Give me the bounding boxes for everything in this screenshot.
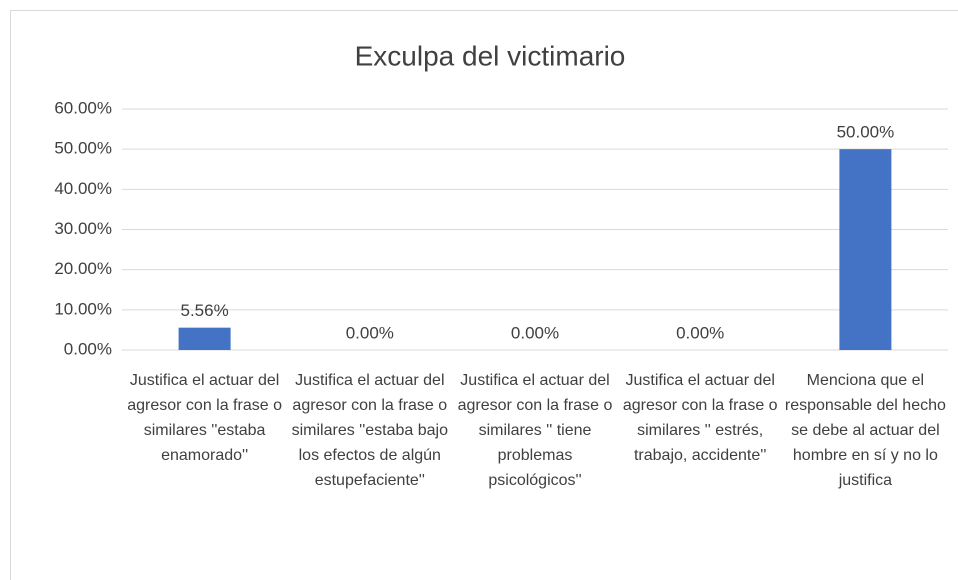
y-tick-label: 0.00%	[64, 339, 112, 358]
x-tick-label: Justifica el actuar del agresor con la f…	[127, 372, 282, 464]
y-tick-label: 30.00%	[54, 219, 112, 238]
chart-border	[10, 10, 958, 580]
bar	[839, 149, 892, 350]
data-label: 5.56%	[180, 301, 228, 320]
bar	[178, 327, 231, 350]
y-tick-label: 10.00%	[54, 299, 112, 318]
y-tick-label: 50.00%	[54, 139, 112, 158]
x-tick-label: Menciona que el responsable del hecho se…	[784, 372, 946, 489]
data-label: 0.00%	[676, 323, 724, 342]
data-label: 0.00%	[511, 323, 559, 342]
x-tick-label: Justifica el actuar del agresor con la f…	[622, 372, 778, 464]
y-tick-label: 60.00%	[54, 98, 112, 117]
x-tick-label: Justifica el actuar del agresor con la f…	[457, 372, 613, 489]
y-tick-label: 20.00%	[54, 259, 112, 278]
data-label: 0.00%	[346, 323, 394, 342]
y-tick-label: 40.00%	[54, 179, 112, 198]
data-label: 50.00%	[837, 123, 895, 142]
x-tick-label: Justifica el actuar del agresor con la f…	[291, 372, 448, 489]
chart-title: Exculpa del victimario	[355, 40, 626, 71]
